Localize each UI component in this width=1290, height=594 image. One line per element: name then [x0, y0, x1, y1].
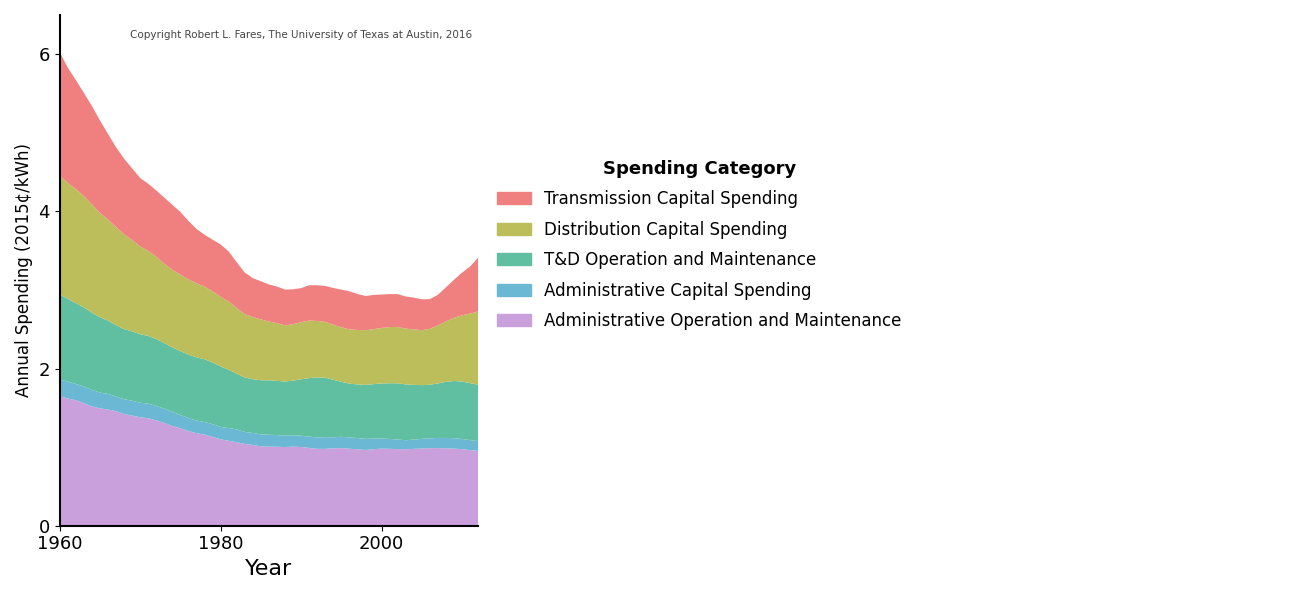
- Text: Copyright Robert L. Fares, The University of Texas at Austin, 2016: Copyright Robert L. Fares, The Universit…: [130, 30, 472, 40]
- X-axis label: Year: Year: [245, 559, 293, 579]
- Y-axis label: Annual Spending (2015¢/kWh): Annual Spending (2015¢/kWh): [15, 143, 34, 397]
- Legend: Transmission Capital Spending, Distribution Capital Spending, T&D Operation and : Transmission Capital Spending, Distribut…: [490, 153, 908, 337]
